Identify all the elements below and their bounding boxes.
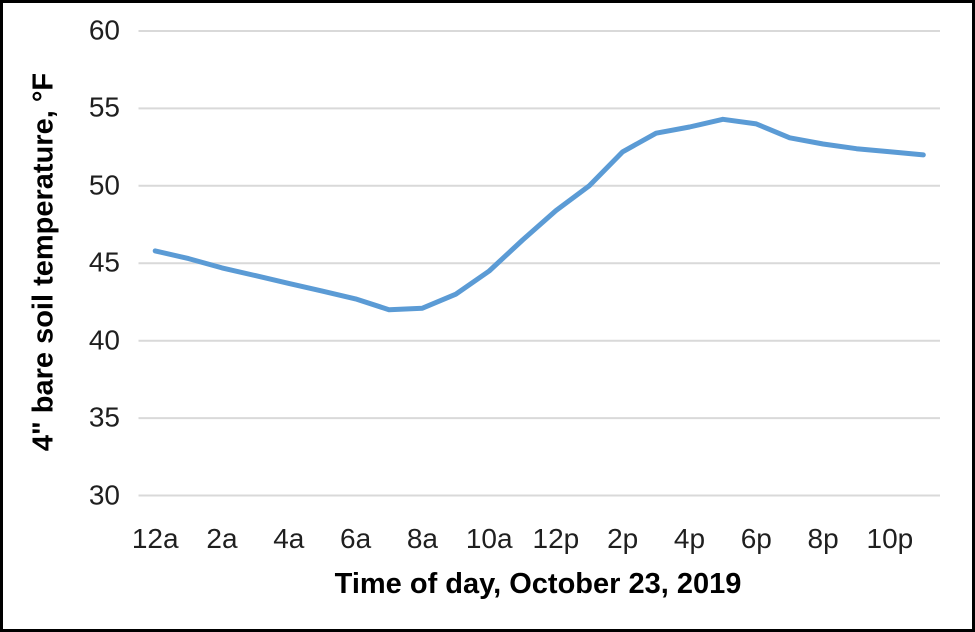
- x-tick-label-8p: 8p: [807, 523, 839, 554]
- x-tick-label-10a: 10a: [465, 523, 513, 554]
- temperature-series-line: [152, 116, 926, 313]
- horizontal-gridlines: [138, 30, 940, 497]
- x-tick-label-2a: 2a: [206, 523, 238, 554]
- x-tick-label-12a: 12a: [131, 523, 179, 554]
- y-tick-label-50: 50: [88, 169, 120, 201]
- y-tick-label-55: 55: [88, 91, 120, 123]
- y-tick-label-60: 60: [88, 14, 120, 46]
- x-tick-label-6a: 6a: [340, 523, 372, 554]
- x-tick-label-12p: 12p: [532, 523, 580, 554]
- x-tick-label-10p: 10p: [866, 523, 914, 554]
- y-tick-label-30: 30: [88, 478, 120, 510]
- y-tick-label-40: 40: [88, 324, 120, 356]
- x-tick-label-6p: 6p: [740, 523, 772, 554]
- x-tick-label-8a: 8a: [406, 523, 438, 554]
- x-tick-label-4a: 4a: [273, 523, 305, 554]
- y-tick-label-35: 35: [88, 401, 120, 433]
- y-axis-title: 4" bare soil temperature, °F: [27, 72, 60, 452]
- y-tick-label-45: 45: [88, 246, 120, 278]
- x-axis-title: Time of day, October 23, 2019: [334, 568, 742, 600]
- x-tick-label-2p: 2p: [607, 523, 639, 554]
- x-tick-label-4p: 4p: [673, 523, 706, 554]
